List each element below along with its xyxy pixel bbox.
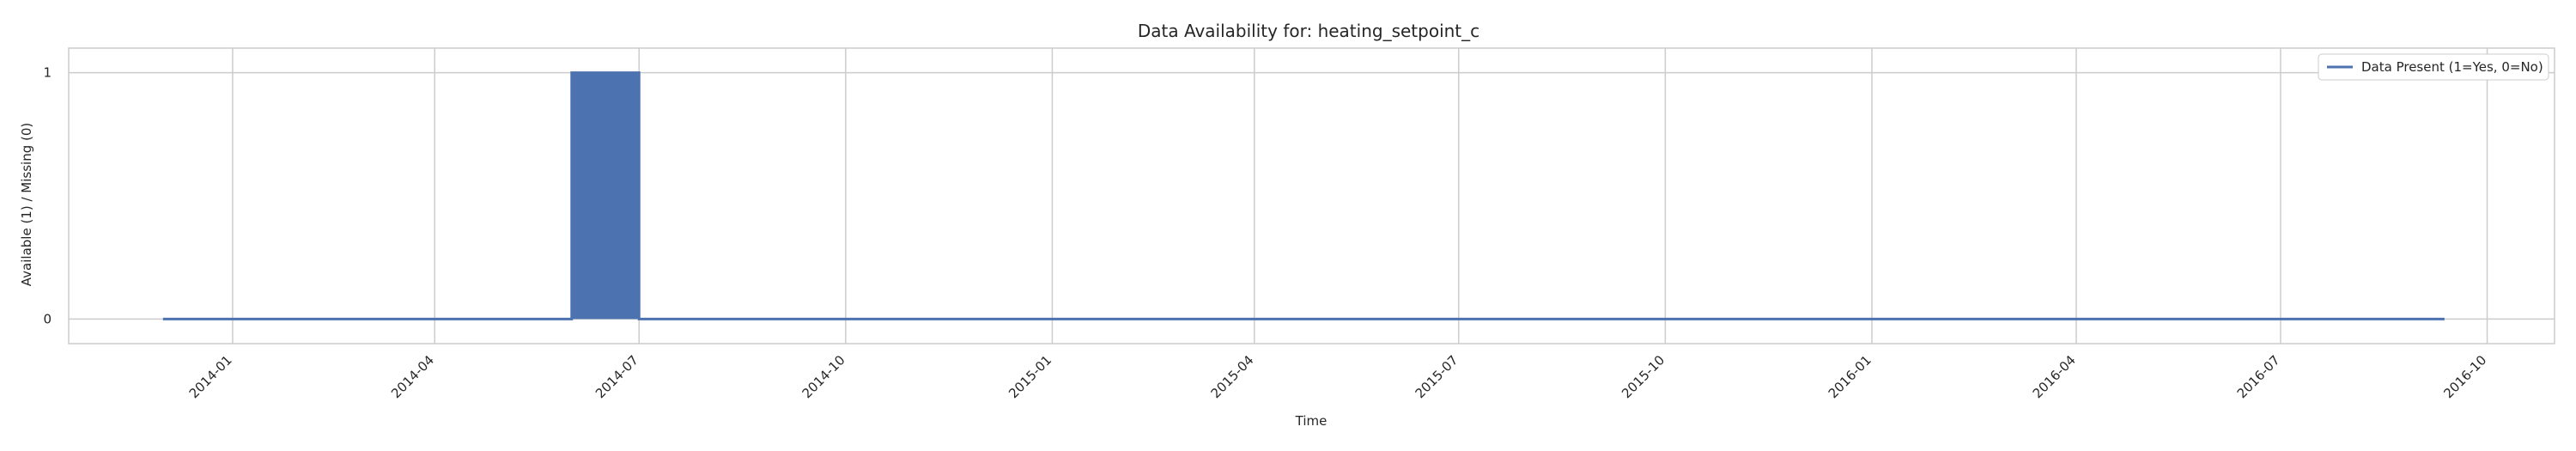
series-area [162,72,2445,320]
area-layer [162,72,2445,320]
series-line [162,71,2445,320]
plot-frame [68,47,2555,344]
y-axis-label: Available (1) / Missing (0) [19,123,34,286]
legend-box [2318,53,2549,81]
legend: Data Present (1=Yes, 0=No) [2318,53,2549,81]
chart-title: Data Availability for: heating_setpoint_… [1138,21,1479,41]
y-tick-label: 0 [43,311,52,326]
legend-label: Data Present (1=Yes, 0=No) [2361,59,2543,75]
x-axis-label: Time [1295,413,1327,429]
line-layer [162,71,2445,320]
y-tick-label: 1 [43,65,52,81]
